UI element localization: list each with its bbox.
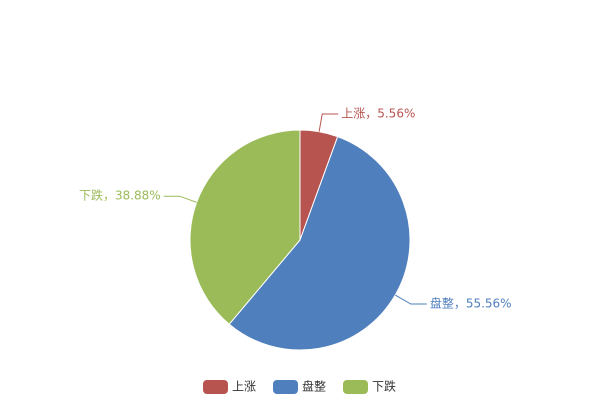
legend-swatch [203,380,228,394]
data-label: 盘整，55.56% [430,296,512,311]
label-line [394,294,427,305]
legend-swatch [273,380,298,394]
label-line [163,195,197,203]
legend-label: 下跌 [372,379,396,394]
legend-swatch [343,380,368,394]
data-label: 上涨，5.56% [341,105,415,120]
pie-slice [228,136,411,351]
legend-label: 盘整 [302,379,326,394]
pie-slice [189,129,301,325]
legend-label: 上涨 [232,379,256,394]
data-label: 下跌，38.88% [79,188,161,203]
label-line [318,113,339,132]
